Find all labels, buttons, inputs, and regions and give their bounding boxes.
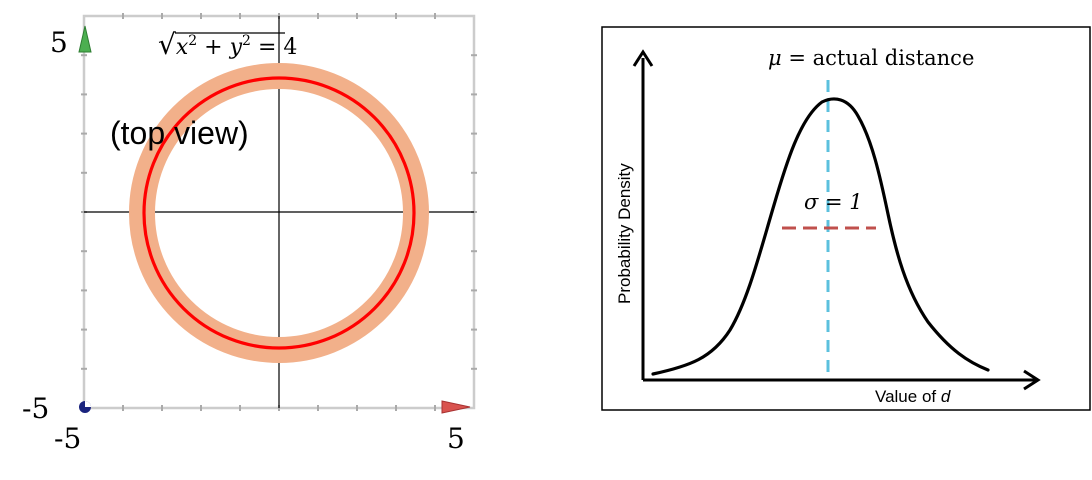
equation-x-exponent: 2	[188, 33, 197, 49]
grid-tick-marks	[81, 13, 477, 411]
diagram-frame	[601, 26, 1091, 411]
mean-symbol: μ	[768, 46, 782, 70]
top-view-plot: √x2 + y2 = 4 (top view) 5 -5 -5 5	[22, 13, 477, 455]
density-x-axis-arrowhead	[1023, 369, 1041, 391]
x-axis-title-prefix: Value of	[875, 387, 941, 406]
top-view-label: (top view)	[110, 115, 249, 151]
mean-text: = actual distance	[782, 46, 975, 70]
x-axis-left-tick-label: -5	[54, 422, 81, 455]
y-axis-arrow	[78, 25, 92, 53]
x-axis-title: Value of d	[875, 387, 951, 406]
x-axis-arrow	[441, 400, 471, 414]
density-y-axis-arrowhead	[632, 49, 654, 67]
origin-dot-highlight	[85, 401, 91, 407]
equation-y-exponent: 2	[242, 33, 251, 49]
x-axis-title-variable: d	[941, 387, 951, 406]
y-axis-title: Probability Density	[615, 163, 634, 304]
density-curve	[651, 97, 990, 376]
sigma-label: σ = 1	[804, 190, 863, 214]
mean-label: μ = actual distance	[768, 46, 974, 70]
equation-label: √x2 + y2 = 4	[158, 28, 297, 61]
x-axis-right-tick-label: 5	[447, 422, 465, 455]
circle-radius-4	[142, 76, 416, 350]
probability-density-diagram: μ = actual distance σ = 1 Probability De…	[601, 26, 1091, 411]
y-axis-bottom-tick-label: -5	[22, 392, 49, 425]
equation-plus: +	[197, 35, 229, 60]
circle-band	[129, 63, 429, 363]
equation-rhs: = 4	[251, 35, 297, 60]
y-axis-top-tick-label: 5	[50, 26, 68, 59]
equation-x: x	[176, 35, 189, 60]
equation-y: y	[229, 35, 243, 60]
equation-radical: √	[158, 28, 176, 61]
